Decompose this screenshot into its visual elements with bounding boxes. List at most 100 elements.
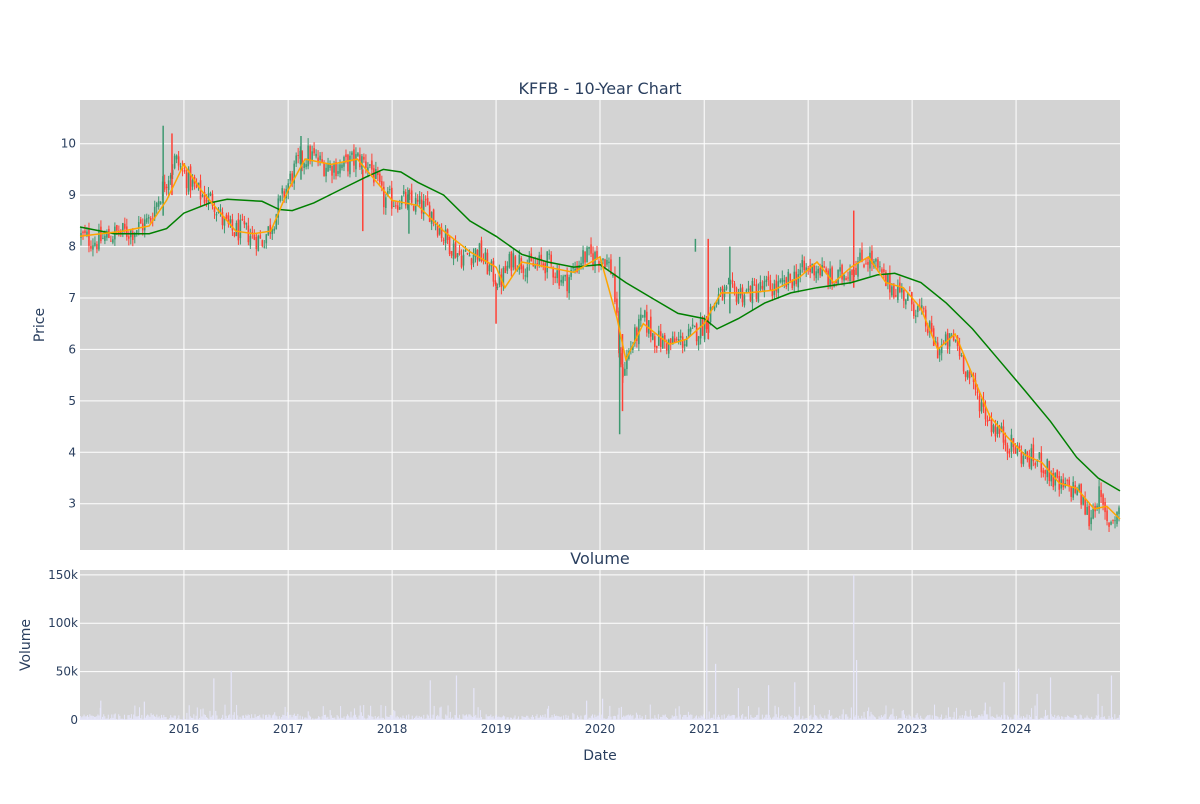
volume-bar [815, 715, 816, 720]
candle-body [670, 339, 672, 344]
candle-body [399, 207, 401, 210]
volume-bar [192, 718, 193, 720]
candle-body [451, 251, 453, 256]
volume-bar [257, 716, 258, 720]
volume-bar [508, 717, 509, 720]
candle-body [309, 146, 311, 161]
volume-bar [1021, 716, 1022, 720]
volume-bar [1062, 717, 1063, 720]
volume-bar [563, 715, 564, 720]
volume-bar [823, 718, 824, 720]
candle-body [977, 392, 979, 393]
volume-bar [253, 718, 254, 720]
candle-body [955, 340, 957, 342]
volume-bar [697, 719, 698, 720]
candle-body [1009, 451, 1011, 453]
candle-body [94, 243, 96, 246]
volume-bar [984, 711, 985, 720]
volume-bar [501, 717, 502, 720]
volume-bar [1029, 715, 1030, 720]
volume-bar [248, 714, 249, 720]
volume-bar [298, 719, 299, 720]
volume-bar [127, 715, 128, 720]
candle-body [439, 229, 441, 235]
volume-bar [338, 716, 339, 720]
volume-bar [155, 717, 156, 720]
volume-bar [750, 715, 751, 720]
candle-body [544, 263, 546, 273]
candle-body [1007, 445, 1009, 453]
volume-bar [282, 715, 283, 720]
volume-bar [389, 717, 390, 720]
volume-bar [891, 714, 892, 720]
candle-body [477, 250, 479, 260]
volume-bar [973, 716, 974, 720]
volume-bar [679, 706, 680, 720]
volume-bar [252, 718, 253, 720]
volume-bar [798, 715, 799, 720]
volume-bar [352, 718, 353, 720]
candle-body [469, 255, 471, 256]
volume-bar [223, 719, 224, 720]
volume-bar [448, 705, 449, 720]
candle-body [180, 166, 182, 167]
candle-body [90, 246, 92, 249]
volume-bar [104, 716, 105, 720]
volume-bar [976, 718, 977, 720]
candle-body [656, 346, 658, 348]
volume-bar [657, 719, 658, 720]
volume-bar [1030, 717, 1031, 720]
volume-bar [1119, 715, 1120, 720]
volume-bar [558, 716, 559, 720]
volume-bar [268, 714, 269, 720]
candle-body [467, 253, 469, 254]
volume-bar [755, 717, 756, 720]
x-tick-label: 2021 [689, 722, 720, 736]
volume-bar [906, 716, 907, 720]
volume-bar [683, 715, 684, 720]
volume-bar [428, 716, 429, 720]
volume-bar [822, 718, 823, 720]
volume-bar [340, 706, 341, 720]
volume-bar [733, 715, 734, 720]
volume-bar [749, 719, 750, 720]
x-tick-label: 2023 [897, 722, 928, 736]
volume-bar [623, 716, 624, 720]
volume-bar [802, 716, 803, 720]
volume-bar [80, 716, 81, 720]
volume-bar [570, 719, 571, 720]
volume-bar [934, 705, 935, 720]
volume-bar [1024, 718, 1025, 720]
volume-bar [175, 716, 176, 720]
volume-bar [148, 715, 149, 720]
volume-bar [263, 714, 264, 720]
candle-body [967, 370, 969, 377]
volume-bar [1033, 719, 1034, 720]
volume-bar [332, 718, 333, 720]
volume-bar [1084, 718, 1085, 720]
candle-body [489, 265, 491, 271]
candle-body [258, 236, 260, 251]
volume-bar [531, 717, 532, 720]
volume-bar [634, 719, 635, 720]
x-tick-label: 2017 [273, 722, 304, 736]
volume-bar [339, 718, 340, 720]
volume-bar [541, 717, 542, 720]
volume-bar [427, 714, 428, 720]
volume-bar [479, 718, 480, 720]
volume-bar [892, 709, 893, 720]
candle-body [562, 276, 564, 283]
candle-body [341, 165, 343, 168]
volume-bar [326, 717, 327, 720]
volume-bar [846, 714, 847, 720]
candle-body [96, 244, 98, 249]
volume-bar [416, 716, 417, 720]
volume-bar [890, 715, 891, 720]
candle-body [238, 219, 240, 240]
candle-body [1029, 457, 1031, 466]
volume-bar [800, 719, 801, 720]
volume-bar [226, 716, 227, 720]
volume-bar [698, 716, 699, 720]
candle-body [267, 226, 269, 235]
volume-bar [921, 718, 922, 720]
